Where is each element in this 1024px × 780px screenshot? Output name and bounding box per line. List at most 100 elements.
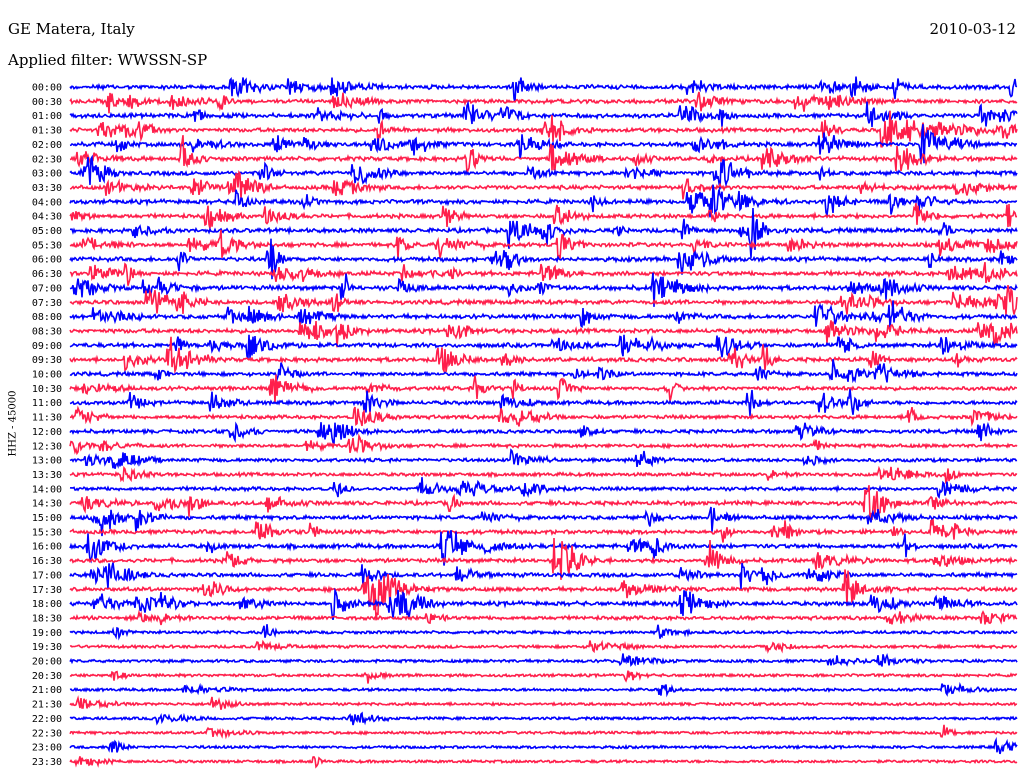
row-time-label: 16:00 <box>32 542 62 553</box>
seismogram-trace <box>69 334 1018 361</box>
row-time-label: 12:00 <box>32 427 62 438</box>
seismogram-trace <box>70 207 1018 258</box>
seismogram-trace <box>69 76 1018 102</box>
seismogram-trace <box>69 639 1018 654</box>
seismogram-trace <box>69 202 1018 229</box>
row-time-label: 03:00 <box>32 169 62 180</box>
row-time-label: 06:00 <box>32 255 62 266</box>
row-time-label: 04:30 <box>32 212 62 223</box>
row-time-label: 12:30 <box>32 441 62 452</box>
row-time-label: 19:00 <box>32 628 62 639</box>
row-time-label: 11:00 <box>32 398 62 409</box>
row-time-label: 03:30 <box>32 183 62 194</box>
seismogram-trace <box>69 569 1018 621</box>
seismogram-trace <box>69 100 1018 128</box>
row-time-label: 13:30 <box>32 470 62 481</box>
seismogram-trace <box>69 124 1018 165</box>
seismogram-trace <box>69 110 1018 148</box>
seismogram-trace <box>69 711 1018 726</box>
seismogram-trace <box>69 624 1018 641</box>
row-time-label: 08:30 <box>32 326 62 337</box>
seismogram-trace <box>69 320 1018 348</box>
row-time-label: 09:30 <box>32 355 62 366</box>
seismogram-trace <box>69 756 1018 769</box>
row-time-label: 01:00 <box>32 111 62 122</box>
row-time-label: 22:00 <box>32 714 62 725</box>
seismogram-trace <box>69 359 1018 384</box>
seismogram-trace <box>69 229 1018 260</box>
seismogram-trace <box>69 135 1018 174</box>
row-time-label: 05:00 <box>32 226 62 237</box>
seismogram-trace <box>69 433 1018 456</box>
row-time-label: 10:00 <box>32 370 62 381</box>
filter-label: Applied filter: WWSSN-SP <box>8 51 208 69</box>
seismogram-trace <box>69 184 1018 218</box>
seismogram-trace <box>69 170 1018 200</box>
seismogram-trace <box>69 448 1018 469</box>
row-time-label: 20:30 <box>32 671 62 682</box>
seismogram-trace <box>69 284 1018 315</box>
seismogram-trace <box>69 238 1018 280</box>
row-time-label: 23:30 <box>32 757 62 768</box>
row-time-label: 06:30 <box>32 269 62 280</box>
seismogram-trace <box>69 154 1018 190</box>
seismogram-trace <box>69 421 1018 446</box>
row-time-label: 17:00 <box>32 570 62 581</box>
seismogram-trace <box>69 537 1018 580</box>
seismogram-trace <box>69 405 1018 427</box>
row-time-label: 11:30 <box>32 413 62 424</box>
row-time-label: 15:00 <box>32 513 62 524</box>
seismogram-trace <box>69 562 1018 590</box>
date-label: 2010-03-12 <box>929 20 1016 38</box>
seismogram-trace <box>69 587 1018 620</box>
row-time-label: 23:00 <box>32 743 62 754</box>
row-time-label: 01:30 <box>32 126 62 137</box>
row-time-label: 14:30 <box>32 499 62 510</box>
row-time-label: 00:00 <box>32 83 62 94</box>
row-time-label: 10:30 <box>32 384 62 395</box>
seismogram-trace <box>69 670 1018 684</box>
seismogram-trace <box>69 530 1018 566</box>
seismogram-trace <box>69 519 1018 543</box>
station-title: GE Matera, Italy <box>8 20 135 38</box>
row-time-label: 00:30 <box>32 97 62 108</box>
seismogram-trace <box>69 388 1018 417</box>
row-time-label: 16:30 <box>32 556 62 567</box>
seismogram-trace <box>69 506 1018 537</box>
row-time-label: 19:30 <box>32 642 62 653</box>
seismogram-trace <box>69 374 1018 403</box>
seismogram-trace <box>69 465 1018 484</box>
row-time-label: 05:30 <box>32 240 62 251</box>
row-time-label: 14:00 <box>32 484 62 495</box>
row-time-label: 18:00 <box>32 599 62 610</box>
seismogram-trace <box>69 736 1018 755</box>
row-time-label: 13:00 <box>32 456 62 467</box>
row-time-label: 08:00 <box>32 312 62 323</box>
row-time-label: 17:30 <box>32 585 62 596</box>
seismogram-trace <box>69 609 1018 626</box>
seismogram-trace <box>69 91 1018 114</box>
seismogram-trace <box>69 681 1017 698</box>
row-time-label: 09:00 <box>32 341 62 352</box>
row-time-label: 04:00 <box>32 197 62 208</box>
row-time-label: 21:30 <box>32 700 62 711</box>
seismogram-trace <box>69 477 1018 499</box>
row-time-label: 22:30 <box>32 728 62 739</box>
seismogram-trace <box>69 724 1018 740</box>
row-time-label: 02:00 <box>32 140 62 151</box>
seismogram-trace <box>69 272 1018 307</box>
row-time-label: 20:00 <box>32 657 62 668</box>
row-time-label: 02:30 <box>32 154 62 165</box>
row-time-label: 18:30 <box>32 613 62 624</box>
seismogram-trace <box>69 485 1018 521</box>
row-time-label: 21:00 <box>32 685 62 696</box>
seismogram-trace <box>69 653 1018 667</box>
seismogram-trace <box>69 262 1018 286</box>
seismogram-trace <box>69 695 1018 710</box>
seismogram-trace <box>69 300 1018 328</box>
row-time-label: 15:30 <box>32 527 62 538</box>
row-time-label: 07:00 <box>32 283 62 294</box>
row-time-label: 07:30 <box>32 298 62 309</box>
seismogram-trace <box>69 336 1018 375</box>
